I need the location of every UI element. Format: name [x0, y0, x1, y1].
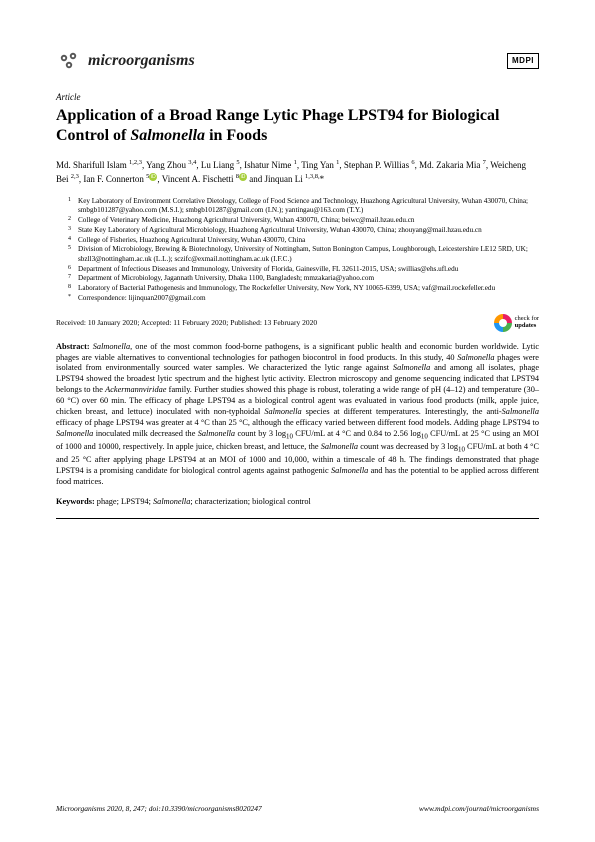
abstract: Abstract: Salmonella, one of the most co…	[56, 342, 539, 488]
affiliation-row: 1Key Laboratory of Environment Correlati…	[68, 197, 539, 216]
affiliation-text: Laboratory of Bacterial Pathogenesis and…	[78, 284, 539, 294]
footer-url: www.mdpi.com/journal/microorganisms	[419, 804, 539, 814]
footer-citation: Microorganisms 2020, 8, 247; doi:10.3390…	[56, 804, 262, 814]
affiliation-row: *Correspondence: lijinquan2007@gmail.com	[68, 294, 539, 304]
dates-row: Received: 10 January 2020; Accepted: 11 …	[56, 314, 539, 332]
affiliation-row: 3State Key Laboratory of Agricultural Mi…	[68, 226, 539, 236]
author-list: Md. Sharifull Islam 1,2,3, Yang Zhou 3,4…	[56, 158, 539, 187]
check-updates-icon	[494, 314, 512, 332]
affiliation-number: 8	[68, 283, 78, 293]
section-divider	[56, 518, 539, 519]
affiliation-number: *	[68, 293, 78, 303]
affiliation-row: 4College of Fisheries, Huazhong Agricult…	[68, 236, 539, 246]
keywords: Keywords: phage; LPST94; Salmonella; cha…	[56, 497, 539, 508]
journal-icon	[56, 48, 82, 74]
affiliation-number: 4	[68, 235, 78, 245]
affiliation-text: Key Laboratory of Environment Correlativ…	[78, 197, 539, 216]
affiliation-row: 2College of Veterinary Medicine, Huazhon…	[68, 216, 539, 226]
affiliation-row: 5Division of Microbiology, Brewing & Bio…	[68, 245, 539, 264]
affiliation-text: Correspondence: lijinquan2007@gmail.com	[78, 294, 539, 304]
page-footer: Microorganisms 2020, 8, 247; doi:10.3390…	[56, 804, 539, 814]
title-part: Application of a Broad Range Lytic Phage…	[56, 107, 499, 144]
keywords-label: Keywords:	[56, 497, 95, 506]
affiliation-row: 7Department of Microbiology, Jagannath U…	[68, 274, 539, 284]
affiliation-row: 6Department of Infectious Diseases and I…	[68, 265, 539, 275]
check-for-updates-badge[interactable]: check for updates	[494, 314, 539, 332]
affiliation-number: 6	[68, 264, 78, 274]
affiliation-number: 7	[68, 273, 78, 283]
journal-logo: microorganisms	[56, 48, 195, 74]
affiliation-row: 8Laboratory of Bacterial Pathogenesis an…	[68, 284, 539, 294]
affiliation-number: 2	[68, 215, 78, 225]
abstract-label: Abstract:	[56, 342, 90, 351]
affiliation-text: Department of Microbiology, Jagannath Un…	[78, 274, 539, 284]
affiliation-number: 5	[68, 244, 78, 263]
affiliation-number: 3	[68, 225, 78, 235]
affiliation-text: College of Veterinary Medicine, Huazhong…	[78, 216, 539, 226]
article-title: Application of a Broad Range Lytic Phage…	[56, 106, 539, 146]
abstract-body: Salmonella, one of the most common food-…	[56, 342, 539, 486]
affiliation-number: 1	[68, 196, 78, 215]
keywords-body: phage; LPST94; Salmonella; characterizat…	[95, 497, 311, 506]
publication-dates: Received: 10 January 2020; Accepted: 11 …	[56, 318, 317, 328]
journal-name: microorganisms	[88, 51, 195, 72]
affiliation-text: College of Fisheries, Huazhong Agricultu…	[78, 236, 539, 246]
title-species: Salmonella	[130, 127, 205, 144]
affiliation-text: Division of Microbiology, Brewing & Biot…	[78, 245, 539, 264]
title-part: in Foods	[205, 127, 267, 144]
affiliation-list: 1Key Laboratory of Environment Correlati…	[56, 197, 539, 304]
article-type: Article	[56, 92, 539, 104]
check-updates-line: updates	[515, 322, 537, 329]
affiliation-text: State Key Laboratory of Agricultural Mic…	[78, 226, 539, 236]
check-updates-text: check for updates	[515, 316, 539, 329]
page-header: microorganisms MDPI	[56, 48, 539, 74]
affiliation-text: Department of Infectious Diseases and Im…	[78, 265, 539, 275]
publisher-badge: MDPI	[507, 53, 539, 69]
